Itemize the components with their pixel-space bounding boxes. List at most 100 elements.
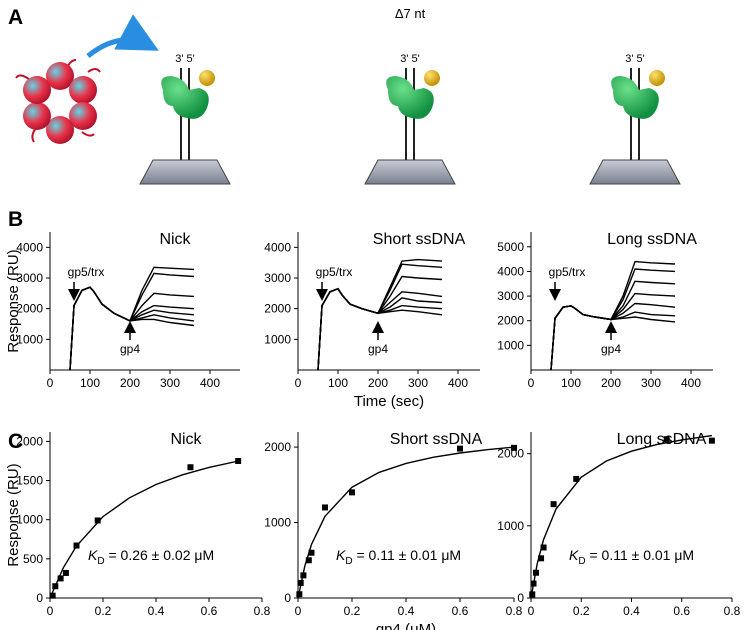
kd-value: = 0.11 ± 0.01 μM [586,547,695,563]
x-tick-label: 200 [368,376,388,390]
y-tick-label: 1000 [497,338,524,352]
x-tick-label: 0.2 [95,604,112,618]
x-tick-label: 100 [80,376,100,390]
y-tick-label: 1000 [264,332,291,346]
y-tick-label: 1500 [16,474,43,488]
y-tick-label: 500 [23,552,43,566]
panel-label: C [8,430,23,453]
fit-curve [530,434,712,599]
annotation: gp5/trx [549,265,586,279]
x-tick-label: 0.8 [254,604,271,618]
x-tick-label: 300 [641,376,661,390]
data-point [62,569,69,576]
thioredoxin [199,70,215,86]
y-tick-label: 4000 [264,240,291,254]
y-tick-label: 2000 [497,314,524,328]
y-tick-label: 2000 [264,440,291,454]
x-tick-label: 200 [120,376,140,390]
chart-title: Long ssDNA [617,431,707,448]
fit-curve [297,446,515,599]
y-tick-label: 0 [284,591,291,605]
data-point [708,437,715,444]
chart: 1000 2000 3000 4000 0 100 200 300 400 Nick Respons… [5,231,240,390]
data-point [300,572,307,579]
support [589,159,681,185]
strand-label: 3' 5' [625,53,645,65]
strand-label: 3' 5' [400,53,420,65]
data-point [57,575,64,582]
chart: 1000 2000 3000 4000 5000 0 100 200 300 400 Long ss… [497,231,713,390]
data-point [94,517,101,524]
kd-annotation: KD = 0.11 ± 0.01 μM [569,547,694,567]
annotation: gp5/trx [316,265,353,279]
x-tick-label: 0.4 [623,604,640,618]
data-point [297,579,304,586]
x-tick-label: 400 [448,376,468,390]
y-tick-label: 1000 [497,519,524,533]
y-tick-label: 0 [517,591,524,605]
x-axis-label: gp4 (μM) [376,621,436,630]
annotation: Δ7 nt [395,6,426,21]
x-tick-label: 0.4 [148,604,165,618]
y-tick-label: 4000 [497,264,524,278]
chart-title: Long ssDNA [607,231,697,248]
sensorgram [69,286,195,371]
x-tick-label: 0 [295,604,302,618]
data-point [511,444,517,451]
y-tick-label: 0 [36,591,43,605]
data-point [573,475,580,482]
y-tick-label: 3000 [497,289,524,303]
data-point [308,549,315,556]
x-tick-label: 0.6 [452,604,469,618]
kd-value: = 0.11 ± 0.01 μM [353,547,462,563]
constructs: 3' 5' 3' 5' 3' 5' [139,53,681,185]
panel-label: A [8,6,23,29]
x-tick-label: 400 [200,376,220,390]
chart-title: Short ssDNA [373,231,466,248]
y-tick-label: 4000 [16,240,43,254]
gp4-hexamer [15,59,101,144]
data-point [663,436,670,443]
chart: 0 1000 2000 0 0.2 0.4 0.6 0.8 Short ssDNA gp4 (μM… [264,431,522,630]
y-tick-label: 1000 [16,513,43,527]
data-point [305,557,312,564]
data-point [52,583,59,590]
strand-label: 3' 5' [175,53,195,65]
x-tick-label: 100 [328,376,348,390]
y-tick-label: 2000 [264,302,291,316]
data-point [73,542,80,549]
chart-title: Short ssDNA [390,431,483,448]
thioredoxin [424,70,440,86]
y-tick-label: 2000 [16,434,43,448]
data-point [550,501,557,508]
annotation: gp5/trx [68,265,105,279]
kd-symbol: K [88,547,98,563]
x-tick-label: 0.2 [573,604,590,618]
y-tick-label: 1000 [264,516,291,530]
x-tick-label: 0.6 [201,604,218,618]
polymerase [611,76,659,119]
y-axis-label: Response (RU) [5,463,22,566]
data-point [187,464,194,471]
y-tick-label: 2000 [497,447,524,461]
data-point [540,544,547,551]
data-point [322,504,328,511]
chart: 1000 2000 3000 4000 0 100 200 300 400 Short ssDNA… [264,231,480,410]
data-point [529,591,536,598]
kd-symbol: K [569,547,579,563]
data-point [296,591,303,598]
chart-title: Nick [170,431,202,448]
annotation: gp4 [120,342,140,356]
data-point [49,592,56,599]
panel-label: B [8,208,23,231]
data-point [530,580,537,587]
support [139,159,231,185]
x-tick-label: 0.6 [673,604,690,618]
sensorgram [69,286,195,371]
data-point [235,457,242,464]
y-tick-label: 2000 [16,302,43,316]
kd-annotation: KD = 0.11 ± 0.01 μM [336,547,461,567]
kd-subscript: D [345,556,352,567]
